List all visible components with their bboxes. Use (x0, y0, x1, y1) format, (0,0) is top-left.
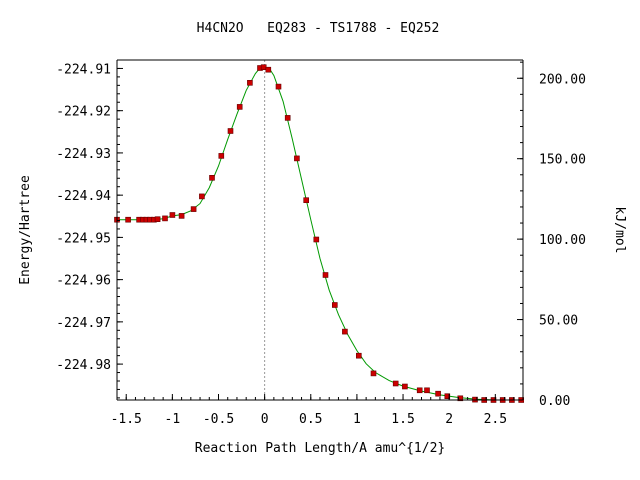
data-point (457, 395, 464, 402)
x-tick-label: 0 (261, 412, 269, 427)
data-point (331, 302, 338, 308)
x-tick-label: -0.5 (203, 412, 234, 427)
x-tick-label: 2.5 (484, 412, 507, 427)
data-point (218, 153, 225, 159)
y-axis-label: Energy/Hartree (18, 175, 33, 285)
y-tick-label: -224.93 (56, 147, 111, 162)
data-point (416, 387, 423, 394)
y-tick-label: -224.97 (56, 316, 111, 331)
data-point (265, 66, 272, 73)
data-point (435, 390, 441, 397)
data-point (392, 380, 399, 387)
data-point (402, 383, 408, 390)
data-point (178, 213, 185, 219)
y2-tick-label: 200.00 (539, 72, 586, 87)
data-point (370, 370, 377, 377)
data-point (284, 115, 291, 121)
x-tick-label: 2 (445, 412, 453, 427)
x-tick-label: -1.5 (111, 412, 142, 427)
data-point (260, 64, 267, 70)
x-axis-label: Reaction Path Length/A amu^{1/2} (195, 441, 445, 456)
x-tick-label: 1 (353, 412, 361, 427)
data-point (199, 193, 205, 200)
y2-tick-label: 50.00 (539, 314, 578, 329)
y-tick-label: -224.94 (56, 189, 111, 204)
data-point (190, 206, 197, 212)
x-tick-label: -1 (165, 412, 181, 427)
plot-area (114, 60, 525, 403)
data-point (303, 197, 310, 203)
y2-axis-label: kJ/mol (612, 207, 627, 254)
data-point (227, 128, 234, 134)
y2-tick-label: 0.00 (539, 394, 570, 409)
data-point (169, 212, 176, 218)
y-tick-label: -224.98 (56, 358, 111, 373)
data-point (313, 236, 320, 243)
y-tick-label: -224.96 (56, 274, 111, 289)
y-tick-label: -224.95 (56, 231, 111, 246)
x-tick-label: 0.5 (299, 412, 322, 427)
chart-title: H4CN2O EQ283 - TS1788 - EQ252 (197, 21, 440, 36)
data-point (275, 83, 282, 90)
data-point (209, 175, 215, 181)
data-point (355, 352, 362, 359)
data-point (162, 215, 168, 222)
data-point (322, 272, 329, 278)
data-point (342, 328, 348, 335)
data-point (247, 80, 253, 86)
data-point (125, 216, 131, 223)
x-tick-label: 1.5 (391, 412, 414, 427)
series-line (117, 66, 523, 401)
axes: -1.5 -1 -0.5 0 0.5 1 1.5 2 2.5 -224.91 -224.92 -224… (56, 59, 586, 427)
data-point (294, 155, 300, 162)
data-point (236, 104, 243, 110)
data-point (154, 216, 161, 222)
data-point (424, 387, 430, 394)
y2-tick-label: 100.00 (539, 233, 586, 248)
y-tick-label: -224.92 (56, 105, 111, 120)
y2-tick-label: 150.00 (539, 153, 586, 168)
y-tick-label: -224.91 (56, 62, 111, 77)
data-point (444, 393, 451, 400)
